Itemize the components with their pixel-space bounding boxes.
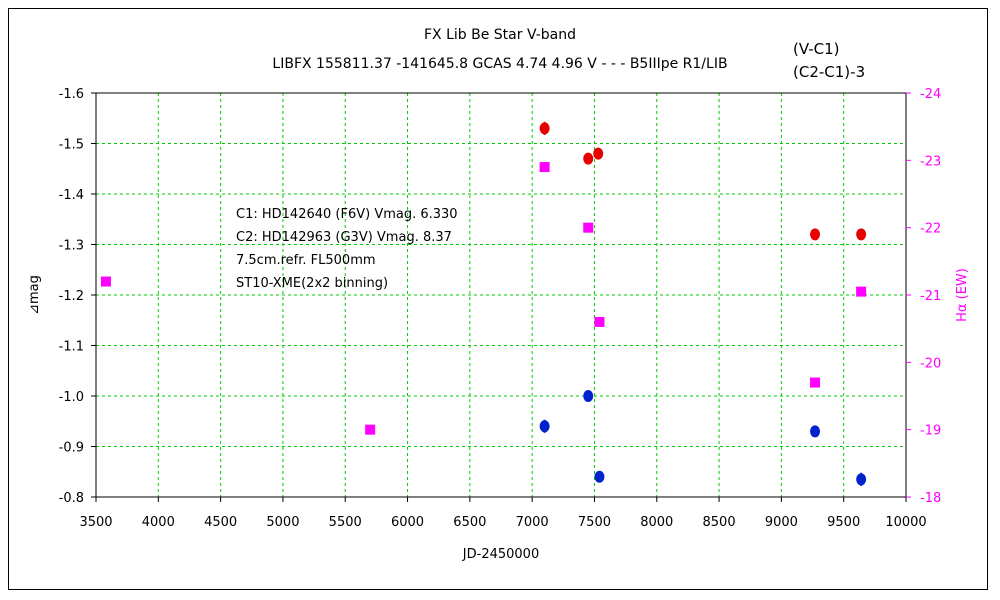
x-tick-label: 6000 bbox=[391, 515, 424, 530]
x-tick-label: 10000 bbox=[885, 515, 926, 530]
y-tick-label: -1.2 bbox=[59, 289, 84, 304]
c2c1-point bbox=[539, 420, 550, 433]
y2-axis-label: Hα (EW) bbox=[955, 268, 970, 322]
x-tick-label: 4500 bbox=[204, 515, 237, 530]
vc1-point bbox=[583, 152, 594, 165]
y-tick-label: -0.9 bbox=[59, 441, 84, 456]
x-tick-label: 8000 bbox=[640, 515, 673, 530]
x-tick-label: 5000 bbox=[266, 515, 299, 530]
y-tick-label: -1.0 bbox=[59, 390, 84, 405]
halpha-point bbox=[810, 377, 821, 388]
note-line: 7.5cm.refr. FL500mm bbox=[236, 253, 376, 268]
y-tick-label: -1.5 bbox=[59, 138, 84, 153]
y2-tick-label: -20 bbox=[920, 356, 941, 371]
vc1-point bbox=[593, 147, 604, 160]
x-tick-label: 4000 bbox=[142, 515, 175, 530]
axis-ticks: 3500 4000 4500 5000 5500 6000 6500 7000 7500 8000… bbox=[59, 87, 942, 530]
note-line: C1: HD142640 (F6V) Vmag. 6.330 bbox=[236, 207, 458, 222]
y-tick-label: -1.6 bbox=[59, 87, 84, 102]
halpha-point bbox=[856, 286, 867, 297]
grid bbox=[96, 93, 906, 497]
x-tick-label: 7500 bbox=[578, 515, 611, 530]
y2-tick-label: -19 bbox=[920, 424, 941, 439]
x-tick-label: 7000 bbox=[516, 515, 549, 530]
y2-tick-label: -21 bbox=[920, 289, 941, 304]
x-tick-label: 9000 bbox=[765, 515, 798, 530]
c2c1-point bbox=[583, 390, 594, 402]
halpha-point bbox=[365, 424, 376, 435]
y2-tick-label: -18 bbox=[920, 491, 941, 506]
halpha-point bbox=[583, 222, 594, 233]
y-axis-label: ⊿mag bbox=[27, 275, 42, 315]
x-tick-label: 9500 bbox=[827, 515, 860, 530]
vc1-point bbox=[539, 122, 550, 135]
x-tick-label: 8500 bbox=[703, 515, 736, 530]
y-tick-label: -1.4 bbox=[59, 188, 84, 203]
chart-subtitle: LIBFX 155811.37 -141645.8 GCAS 4.74 4.96… bbox=[272, 56, 728, 72]
legend-c2c1: (C2-C1)-3 bbox=[793, 63, 866, 81]
y-tick-label: -1.3 bbox=[59, 239, 84, 254]
halpha-point bbox=[594, 316, 605, 327]
y2-tick-label: -24 bbox=[920, 87, 941, 102]
y2-tick-label: -23 bbox=[920, 154, 941, 169]
c2c1-point bbox=[810, 425, 821, 438]
y-tick-label: -0.8 bbox=[59, 491, 84, 506]
y-tick-label: -1.1 bbox=[59, 340, 84, 355]
note-line: ST10-XME(2x2 binning) bbox=[236, 276, 388, 291]
x-tick-label: 6500 bbox=[453, 515, 486, 530]
instrument-notes: C1: HD142640 (F6V) Vmag. 6.330 C2: HD1429… bbox=[236, 207, 458, 291]
chart-title: FX Lib Be Star V-band bbox=[424, 27, 576, 43]
x-axis-label: JD-2450000 bbox=[462, 547, 539, 562]
chart-frame bbox=[8, 8, 988, 590]
c2c1-point bbox=[594, 470, 605, 483]
halpha-point bbox=[100, 276, 111, 287]
x-tick-label: 3500 bbox=[79, 515, 112, 530]
halpha-point bbox=[539, 162, 550, 173]
c2c1-point bbox=[856, 473, 867, 486]
x-tick-label: 5500 bbox=[329, 515, 362, 530]
data-marks bbox=[100, 121, 867, 486]
y2-tick-label: -22 bbox=[920, 222, 941, 237]
vc1-point bbox=[856, 228, 867, 241]
vc1-point bbox=[810, 228, 821, 241]
note-line: C2: HD142963 (G3V) Vmag. 8.37 bbox=[236, 230, 452, 245]
legend-vc1: (V-C1) bbox=[793, 40, 840, 58]
